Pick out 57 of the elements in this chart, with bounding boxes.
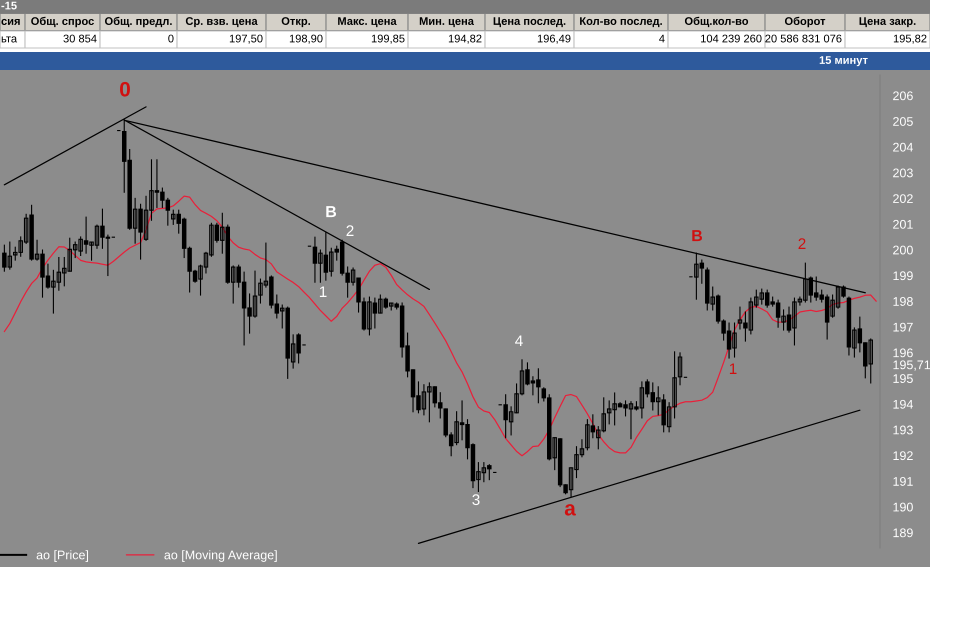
- text: 194,82: [448, 34, 482, 44]
- category-label: Цена закр.: [860, 17, 916, 28]
- category-label: Ср. взв. цена: [186, 17, 258, 28]
- category-label: Общ.кол-во: [684, 16, 748, 28]
- y-tick-label: 196: [893, 348, 913, 358]
- y-tick-label: 201: [893, 220, 913, 229]
- text: -15: [1, 2, 17, 10]
- annotation: 2: [346, 225, 354, 236]
- text: 4: [659, 34, 665, 42]
- text: 30 854: [63, 34, 97, 42]
- annotation: 1: [730, 363, 737, 374]
- y-tick-label: 195: [893, 374, 913, 383]
- y-tick-label: 202: [893, 194, 913, 204]
- y-tick-label: 192: [893, 451, 913, 460]
- text: 198,90: [290, 34, 323, 44]
- legend-label: ао [Price]: [36, 550, 88, 562]
- annotation: 0: [120, 82, 130, 97]
- y-tick-label: 198: [893, 297, 913, 306]
- category-label: Общ. спрос: [31, 16, 94, 28]
- category-label: Мин. цена: [420, 17, 474, 28]
- y-tick-label: 197: [893, 322, 913, 332]
- text: 20 586 831 076: [765, 34, 842, 42]
- text: 199,85: [372, 34, 405, 44]
- y-tick-label: 189: [893, 528, 913, 538]
- y-tick-label: 199: [893, 271, 913, 280]
- y-tick-label: 205: [893, 117, 913, 126]
- y-tick-label: 194: [893, 400, 913, 409]
- category-label: Откр.: [282, 17, 310, 28]
- category-label: Цена послед.: [494, 17, 566, 28]
- category-label: сия: [1, 18, 20, 25]
- text: 0: [168, 34, 174, 42]
- annotation: B: [326, 206, 336, 218]
- text: 195,82: [894, 34, 926, 44]
- y-tick-label: 190: [893, 502, 913, 512]
- annotation: 2: [798, 238, 806, 249]
- y-tick-label: 191: [893, 476, 913, 486]
- legend-label: ао [Moving Average]: [164, 550, 277, 562]
- category-label: Макс. цена: [338, 17, 397, 28]
- y-tick-label: 204: [893, 142, 913, 152]
- annotation: a: [564, 504, 576, 516]
- annotation: B: [692, 230, 702, 242]
- y-tick-label: 203: [893, 168, 913, 178]
- category-label: Кол-во послед.: [580, 17, 662, 28]
- text: 196,49: [538, 34, 570, 44]
- text: ьта: [2, 36, 18, 42]
- y-tick-label: 206: [893, 91, 913, 100]
- annotation: 3: [472, 494, 480, 506]
- annotation: 1: [320, 286, 327, 297]
- annotation: 4: [515, 335, 523, 346]
- text: 197,50: [230, 34, 263, 44]
- category-label: Общ. предл.: [104, 16, 172, 28]
- y-tick-label: 200: [893, 246, 913, 254]
- text: 104 239 260: [701, 34, 762, 42]
- category-label: Оборот: [784, 16, 826, 28]
- y-tick-label: 195,71: [893, 360, 930, 371]
- y-tick-label: 193: [893, 426, 913, 434]
- chart-title: 15 минут: [820, 56, 868, 66]
